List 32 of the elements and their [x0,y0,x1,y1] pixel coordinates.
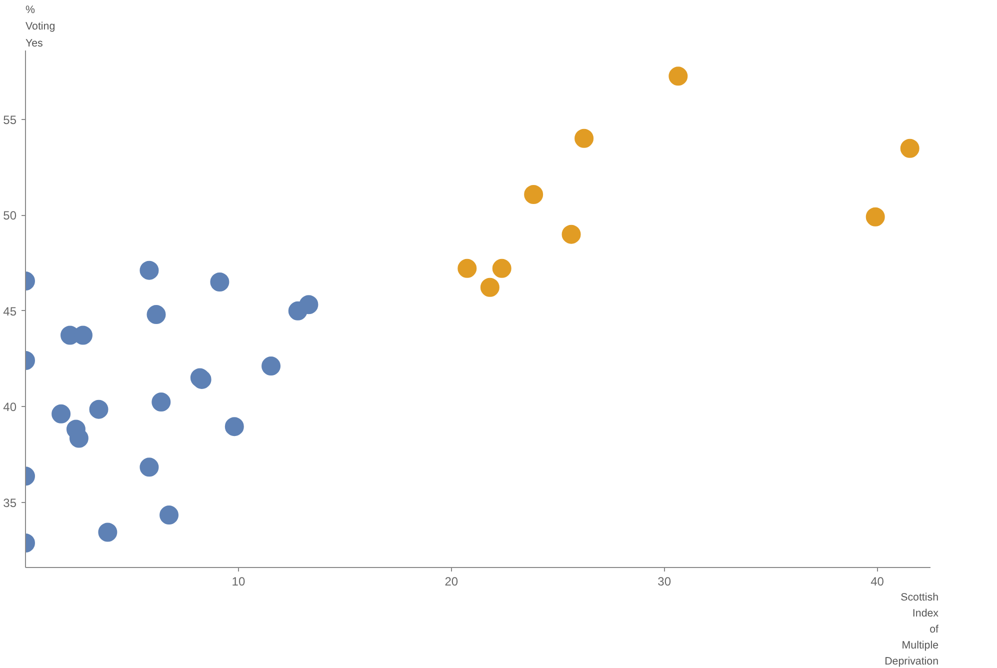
y-tick-label: 50 [3,208,17,223]
point [866,207,885,226]
point [262,356,281,376]
point [224,417,244,436]
point [668,66,688,86]
point [152,392,171,412]
y-tick-label: 40 [3,400,17,414]
y-axis-title: % Voting Yes [26,4,56,50]
point [140,458,159,477]
point [480,278,500,297]
y-tick-label: 55 [3,112,17,127]
point [458,258,477,278]
x-tick-label: 20 [444,574,458,588]
point [52,404,71,424]
point [89,400,108,419]
y-tick-label: 45 [3,304,17,318]
x-tick-label: 10 [232,574,246,588]
point [140,260,159,280]
x-tick-label: 30 [658,574,672,588]
point [146,305,166,324]
point [299,295,318,314]
y-tick-label: 35 [3,496,17,510]
point [160,506,179,525]
point [574,128,594,148]
point [900,138,920,158]
point [98,522,118,542]
x-tick-label: 40 [870,574,884,588]
point [210,272,230,292]
point [492,258,512,278]
point [524,185,544,204]
point [562,224,581,244]
x-axis-title: Scottish Index of Multiple Deprivation [884,592,940,668]
